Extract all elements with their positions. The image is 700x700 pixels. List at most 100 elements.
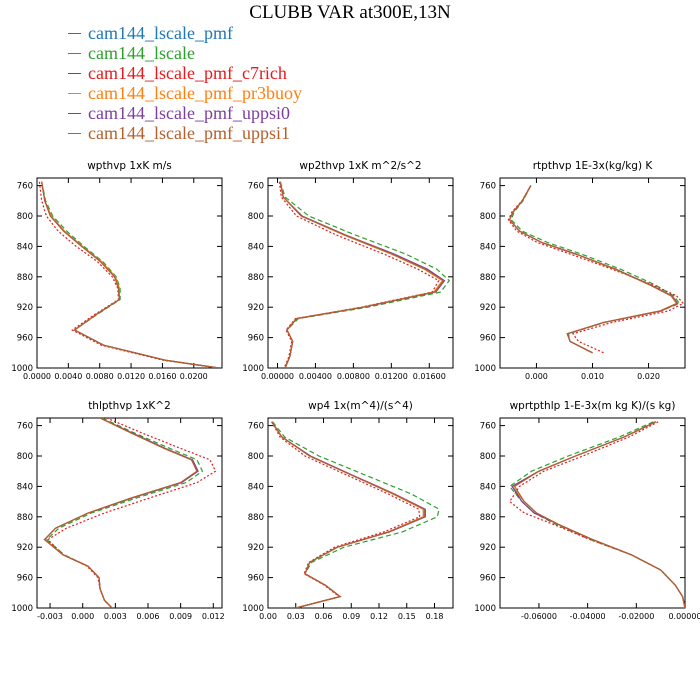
legend-item: cam144_lscale [68, 43, 302, 63]
x-tick-label: 0.020 [637, 372, 660, 381]
y-tick-label: 920 [17, 543, 33, 553]
plot-frame [499, 417, 686, 609]
y-tick-label: 760 [480, 422, 496, 432]
x-tick-label: 0.0160 [148, 372, 176, 381]
x-tick-label: 0.003 [104, 612, 127, 621]
series-line [41, 181, 219, 368]
series-line [43, 418, 198, 608]
x-tick-label: 0.00 [259, 612, 277, 621]
x-tick-label: 0.06 [315, 612, 333, 621]
y-tick-label: 920 [480, 543, 496, 553]
legend-line-icon [68, 52, 81, 54]
x-tick-label: 0.01600 [413, 372, 446, 381]
chart-panel: wpthvp 1xK m/s76080084088092096010000.00… [11, 160, 223, 381]
x-tick-label: 0.00000 [261, 372, 294, 381]
legend-line-icon [68, 132, 81, 134]
legend-label: cam144_lscale_pmf_uppsi0 [88, 103, 290, 123]
y-tick-label: 800 [17, 212, 33, 222]
series-line [278, 181, 440, 368]
x-tick-label: -0.003 [37, 612, 63, 621]
panel-title: wpthvp 1xK m/s [87, 160, 172, 172]
y-tick-label: 760 [248, 182, 264, 192]
series-line [46, 418, 217, 608]
panel-title: wp4 1x(m^4)/(s^4) [308, 400, 413, 412]
series-line [279, 181, 446, 368]
y-tick-label: 880 [17, 513, 33, 523]
legend-item: cam144_lscale_pmf_pr3buoy [68, 83, 302, 103]
legend-line-icon [68, 72, 81, 74]
y-tick-label: 960 [17, 334, 33, 344]
legend-line-icon [68, 112, 81, 114]
x-tick-label: -0.04000 [570, 612, 606, 621]
series-line [508, 185, 679, 354]
x-tick-label: 0.009 [169, 612, 192, 621]
series-line [45, 418, 204, 608]
figure-title: CLUBB VAR at300E,13N [249, 2, 451, 23]
chart-panel: thlpthvp 1xK^2 760 800 840 880 920 960 1000 -0.0… [11, 400, 224, 621]
legend-label: cam144_lscale_pmf [88, 23, 233, 43]
x-tick-label: 0.15 [398, 612, 416, 621]
y-tick-label: 800 [248, 212, 264, 222]
plot-frame [499, 177, 686, 369]
series-line [279, 181, 444, 368]
legend-item: cam144_lscale_pmf_uppsi0 [68, 103, 302, 123]
legend-label: cam144_lscale_pmf_pr3buoy [88, 83, 302, 103]
y-tick-label: 840 [248, 482, 264, 492]
series-line [272, 421, 440, 608]
x-tick-label: -0.02000 [618, 612, 654, 621]
y-tick-label: 1000 [11, 364, 33, 374]
legend-line-icon [68, 32, 81, 34]
x-tick-label: 0.00400 [299, 372, 332, 381]
x-tick-label: 0.0120 [117, 372, 145, 381]
series-line [41, 181, 219, 368]
series-line [271, 421, 421, 608]
legend: cam144_lscale_pmf cam144_lscale cam144_l… [68, 23, 302, 143]
series-line [279, 181, 445, 368]
plot-frame [36, 417, 223, 609]
y-tick-label: 800 [480, 212, 496, 222]
x-tick-label: 0.03 [287, 612, 305, 621]
x-tick-label: 0.00800 [337, 372, 370, 381]
x-tick-label: 0.0000 [23, 372, 51, 381]
x-tick-label: 0.00000 [668, 612, 700, 621]
y-tick-label: 1000 [242, 604, 264, 614]
y-tick-label: 760 [248, 422, 264, 432]
series-line [271, 421, 425, 608]
x-tick-label: 0.0080 [86, 372, 114, 381]
x-tick-label: 0.010 [581, 372, 604, 381]
series-line [279, 181, 444, 368]
chart-panel: rtpthvp 1E-3x(kg/kg) K 760 800 840 880 920 960… [474, 160, 686, 381]
series-line [41, 181, 219, 368]
legend-item: cam144_lscale_pmf [68, 23, 302, 43]
y-tick-label: 880 [480, 273, 496, 283]
plot-frame [36, 177, 223, 369]
x-tick-label: 0.006 [137, 612, 160, 621]
series-line [508, 421, 685, 608]
series-line [41, 181, 219, 368]
y-tick-label: 960 [480, 334, 496, 344]
y-tick-label: 760 [17, 422, 33, 432]
legend-label: cam144_lscale [88, 43, 195, 63]
x-tick-label: -0.06000 [521, 612, 557, 621]
x-tick-label: 0.0200 [180, 372, 208, 381]
x-tick-label: 0.012 [202, 612, 225, 621]
x-tick-label: 0.09 [342, 612, 360, 621]
series-line [43, 418, 198, 608]
y-tick-label: 800 [248, 452, 264, 462]
y-tick-label: 840 [17, 482, 33, 492]
y-tick-label: 1000 [242, 364, 264, 374]
y-tick-label: 920 [248, 543, 264, 553]
series-line [43, 418, 199, 608]
y-tick-label: 920 [248, 303, 264, 313]
y-tick-label: 760 [480, 182, 496, 192]
x-tick-label: 0.01200 [375, 372, 408, 381]
y-tick-label: 1000 [11, 604, 33, 614]
plot-frame [267, 177, 454, 369]
chart-panel: wp4 1x(m^4)/(s^4)76080084088092096010000… [242, 400, 454, 621]
y-tick-label: 800 [17, 452, 33, 462]
series-line [271, 421, 424, 608]
y-tick-label: 880 [248, 273, 264, 283]
plot-frame [267, 417, 454, 609]
panel-title: wp2thvp 1xK m^2/s^2 [299, 160, 421, 172]
